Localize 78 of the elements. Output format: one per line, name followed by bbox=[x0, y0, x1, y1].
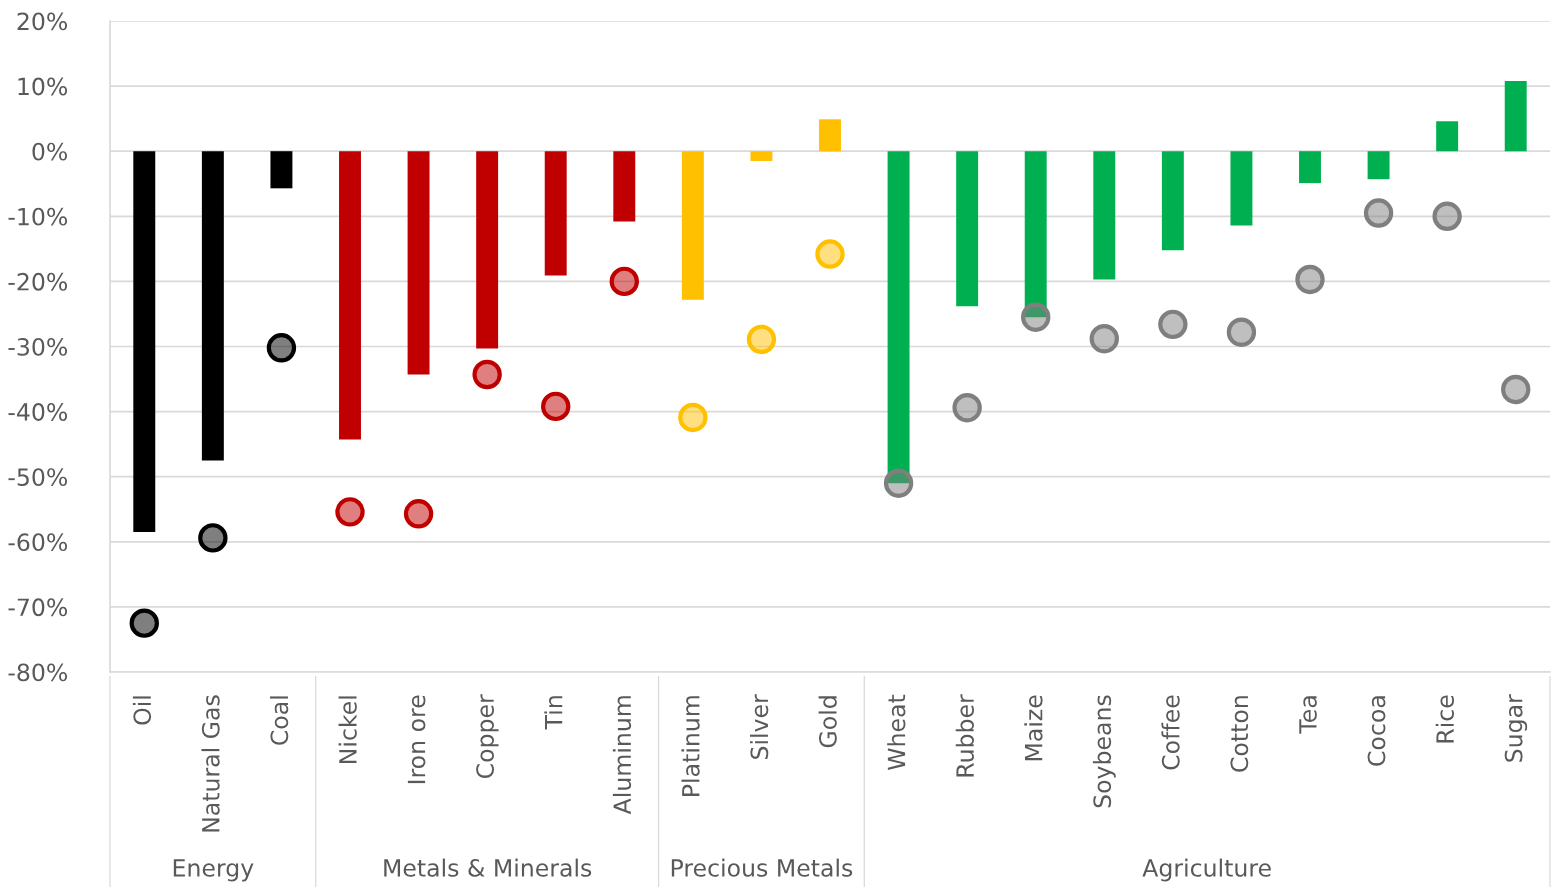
point bbox=[952, 392, 982, 423]
bar bbox=[1024, 151, 1047, 318]
point bbox=[1432, 201, 1462, 232]
point bbox=[678, 402, 708, 433]
x-tick-label: Copper bbox=[476, 694, 499, 779]
x-tick-label: Maize bbox=[1024, 695, 1043, 761]
x-tick-label: Tea bbox=[1299, 696, 1317, 734]
bar bbox=[201, 151, 224, 461]
bar bbox=[1504, 80, 1527, 152]
point bbox=[1501, 374, 1531, 405]
point bbox=[266, 333, 297, 363]
text: Energy bbox=[173, 859, 254, 882]
text: Metals & Minerals bbox=[384, 858, 592, 877]
x-tick-label: Natural Gas bbox=[201, 695, 220, 832]
y-tick-label: -40% bbox=[8, 403, 68, 421]
bar bbox=[407, 151, 430, 375]
x-tick-label: Rice bbox=[1435, 695, 1454, 743]
point bbox=[129, 608, 159, 638]
bar bbox=[270, 151, 293, 189]
bar bbox=[750, 151, 773, 161]
y-tick-label: -60% bbox=[8, 533, 68, 552]
point bbox=[472, 359, 502, 390]
x-tick-label: Coffee bbox=[1161, 695, 1180, 770]
y-tick-label: -10% bbox=[8, 207, 68, 226]
bar bbox=[339, 151, 361, 440]
point bbox=[609, 266, 639, 297]
x-tick-label: Oil bbox=[132, 696, 152, 725]
x-tick-label: Coal bbox=[270, 696, 289, 745]
bar bbox=[133, 151, 156, 533]
point bbox=[541, 391, 571, 422]
point bbox=[746, 324, 777, 355]
bar bbox=[681, 151, 704, 300]
bar bbox=[1436, 121, 1459, 152]
x-tick-label: Cotton bbox=[1230, 696, 1249, 772]
y-tick-label: -70% bbox=[8, 598, 68, 617]
text: Precious Metals bbox=[671, 858, 853, 877]
point bbox=[883, 468, 914, 498]
bar bbox=[1299, 151, 1321, 184]
text: Agriculture bbox=[1142, 858, 1271, 882]
bar bbox=[476, 151, 499, 349]
x-tick-label: Cocoa bbox=[1367, 696, 1386, 766]
point bbox=[198, 523, 228, 553]
bar bbox=[1230, 151, 1253, 226]
y-tick-label: -50% bbox=[8, 468, 68, 487]
bar bbox=[1161, 151, 1184, 251]
point bbox=[1021, 302, 1051, 332]
x-tick-label: Soybeans bbox=[1092, 695, 1116, 808]
x-tick-label: Gold bbox=[818, 696, 837, 748]
y-tick-label: -80% bbox=[8, 663, 68, 682]
bar bbox=[544, 151, 567, 276]
point bbox=[403, 499, 434, 529]
x-tick-label: Sugar bbox=[1504, 694, 1528, 762]
point bbox=[815, 239, 845, 269]
x-tick-label: Nickel bbox=[338, 696, 357, 764]
y-tick-label: -20% bbox=[8, 272, 68, 291]
x-tick-label: Tin bbox=[544, 696, 563, 730]
point bbox=[1363, 198, 1394, 228]
bar bbox=[1093, 151, 1116, 280]
bar bbox=[1367, 151, 1390, 180]
y-tick-label: 10% bbox=[18, 77, 68, 96]
point bbox=[1226, 317, 1257, 347]
x-tick-label: Iron ore bbox=[407, 695, 426, 784]
point bbox=[1295, 264, 1325, 295]
x-tick-label: Platinum bbox=[681, 696, 700, 796]
bar bbox=[956, 151, 979, 307]
point bbox=[335, 497, 365, 527]
x-tick-label: Rubber bbox=[955, 694, 974, 777]
y-tick-label: -30% bbox=[8, 337, 68, 356]
point bbox=[1158, 309, 1188, 340]
x-tick-label: Aluminum bbox=[612, 696, 632, 815]
bar bbox=[613, 151, 636, 222]
point bbox=[1089, 323, 1119, 354]
x-tick-label: Silver bbox=[750, 694, 769, 759]
bar bbox=[819, 119, 841, 152]
bar bbox=[887, 151, 910, 484]
x-tick-label: Wheat bbox=[887, 694, 906, 770]
y-tick-label: 20% bbox=[17, 12, 68, 31]
y-tick-label: 0% bbox=[32, 142, 68, 161]
